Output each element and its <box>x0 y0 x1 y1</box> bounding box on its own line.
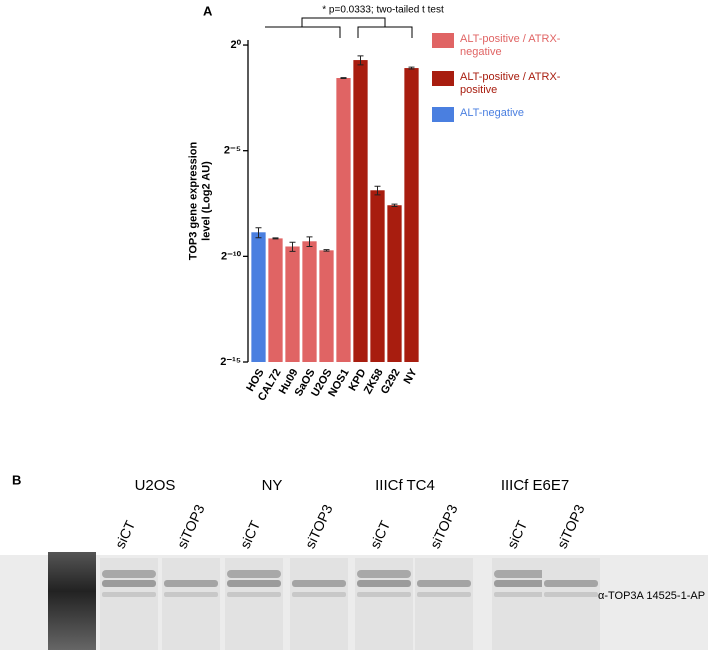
annotation: * p=0.0333; two-tailed t test <box>322 5 444 16</box>
error-bar <box>272 237 279 240</box>
error-bar <box>306 236 313 247</box>
lane-label: siCT <box>504 518 531 551</box>
legend-swatch <box>432 71 454 86</box>
lane-label: siTOP3 <box>302 502 336 551</box>
blot-band <box>494 570 548 578</box>
legend-swatch <box>432 107 454 122</box>
y-tick-label: 2⁻¹⁰ <box>221 250 242 262</box>
error-bar <box>357 55 364 66</box>
lane-label: siCT <box>367 518 394 551</box>
error-bar <box>374 185 381 196</box>
blot-lane <box>415 558 473 650</box>
blot-lane <box>542 558 600 650</box>
blot-band <box>417 592 471 597</box>
bar <box>353 60 368 362</box>
bar <box>251 232 266 362</box>
group-label: IIICf E6E7 <box>501 477 569 494</box>
blot-ladder <box>48 552 96 650</box>
blot-band <box>102 592 156 597</box>
blot-band <box>102 580 156 587</box>
blot-band <box>417 580 471 587</box>
blot-band <box>292 592 346 597</box>
blot-band <box>494 580 548 587</box>
lane-label: siCT <box>112 518 139 551</box>
bar <box>302 241 317 362</box>
blot-band <box>494 592 548 597</box>
group-label: IIICf TC4 <box>375 477 435 494</box>
error-bar <box>340 77 347 79</box>
y-tick-label: 2⁻¹⁵ <box>220 356 241 368</box>
legend-swatch <box>432 33 454 48</box>
bar <box>268 238 283 362</box>
blot-band <box>292 580 346 587</box>
bar <box>404 68 419 363</box>
bar <box>370 190 385 362</box>
blot-band <box>227 570 281 578</box>
lane-label: siTOP3 <box>554 502 588 551</box>
blot-band <box>227 592 281 597</box>
panel-label: B <box>12 472 21 487</box>
bar <box>336 78 351 363</box>
group-label: NY <box>262 477 283 494</box>
legend-label: ALT-positive / ATRX-positive <box>460 71 561 96</box>
group-label: U2OS <box>135 477 176 494</box>
blot-band <box>357 580 411 587</box>
y-tick-label: 2⁰ <box>230 39 241 51</box>
blot-band <box>164 592 218 597</box>
blot-band <box>357 592 411 597</box>
y-tick-label: 2⁻⁵ <box>224 145 241 157</box>
lane-label: siTOP3 <box>174 502 208 551</box>
error-bar <box>289 241 296 252</box>
blot-band <box>227 580 281 587</box>
legend-label: ALT-positive / ATRX-negative <box>460 33 561 58</box>
error-bar <box>391 203 398 207</box>
blot-band <box>357 570 411 578</box>
blot-band <box>544 580 598 587</box>
error-bar <box>323 249 330 252</box>
blot-band <box>544 592 598 597</box>
lane-label: siTOP3 <box>427 502 461 551</box>
blot-band <box>102 570 156 578</box>
error-bar <box>255 227 262 239</box>
lane-label: siCT <box>237 518 264 551</box>
bar <box>285 246 300 362</box>
blot-lane <box>290 558 348 650</box>
significance-bracket <box>265 17 413 38</box>
x-tick-label: NY <box>402 366 420 386</box>
y-axis-label: TOP3 gene expressionlevel (Log2 AU) <box>187 142 212 261</box>
bar <box>387 205 402 362</box>
antibody-label: α-TOP3A 14525-1-AP <box>598 590 705 602</box>
panel-label: A <box>203 3 213 18</box>
error-bar <box>408 66 415 70</box>
legend-label: ALT-negative <box>460 107 525 119</box>
bar <box>319 250 334 362</box>
blot-band <box>164 580 218 587</box>
blot-lane <box>162 558 220 650</box>
